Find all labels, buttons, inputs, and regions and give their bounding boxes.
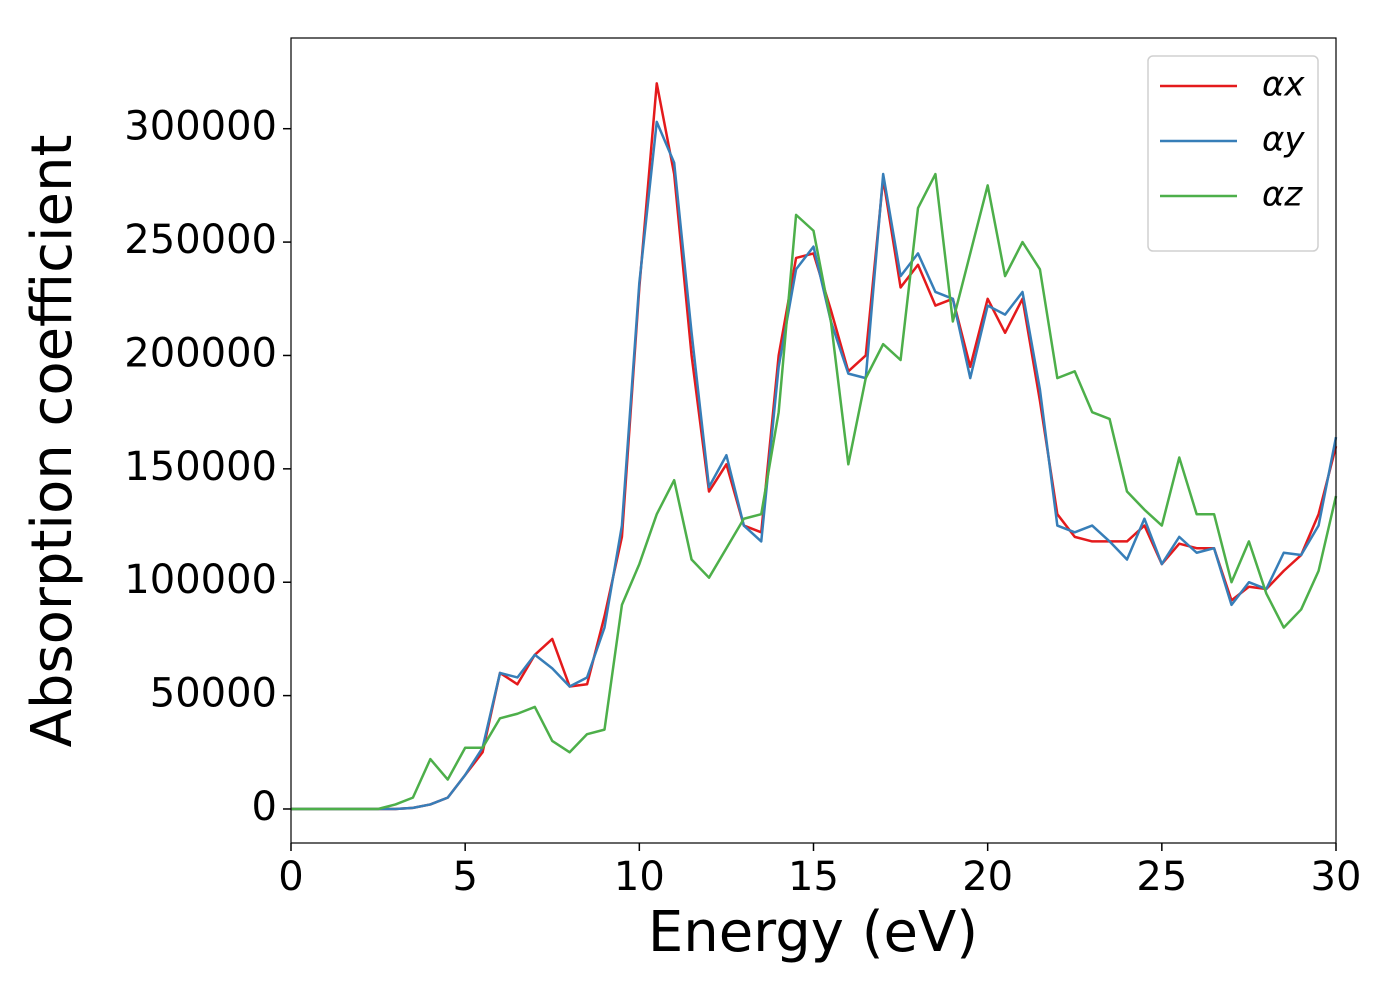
x-tick-label: 10 [614, 854, 665, 900]
legend-label: αz [1262, 175, 1303, 215]
x-tick-label: 30 [1311, 854, 1362, 900]
y-tick-label: 200000 [124, 330, 277, 376]
legend-label: αx [1262, 65, 1305, 105]
series-line [291, 120, 1338, 811]
x-tick-label: 25 [1136, 854, 1187, 900]
plot-frame [290, 37, 1337, 844]
x-tick-label: 15 [788, 854, 839, 900]
y-tick-label: 0 [252, 784, 277, 830]
x-tick-label: 5 [452, 854, 477, 900]
series-line [291, 172, 1338, 811]
x-tick-label: 20 [962, 854, 1013, 900]
y-tick-label: 50000 [150, 671, 277, 717]
y-tick-label: 300000 [124, 104, 277, 150]
y-tick-label: 100000 [124, 557, 277, 603]
y-tick-label: 250000 [124, 217, 277, 263]
y-axis-label: Absorption coefficient [20, 135, 85, 748]
legend-label: αy [1262, 120, 1305, 160]
x-axis-label: Energy (eV) [648, 900, 978, 965]
x-tick-label: 0 [278, 854, 303, 900]
legend-box [1147, 55, 1319, 252]
y-tick-label: 150000 [124, 444, 277, 490]
